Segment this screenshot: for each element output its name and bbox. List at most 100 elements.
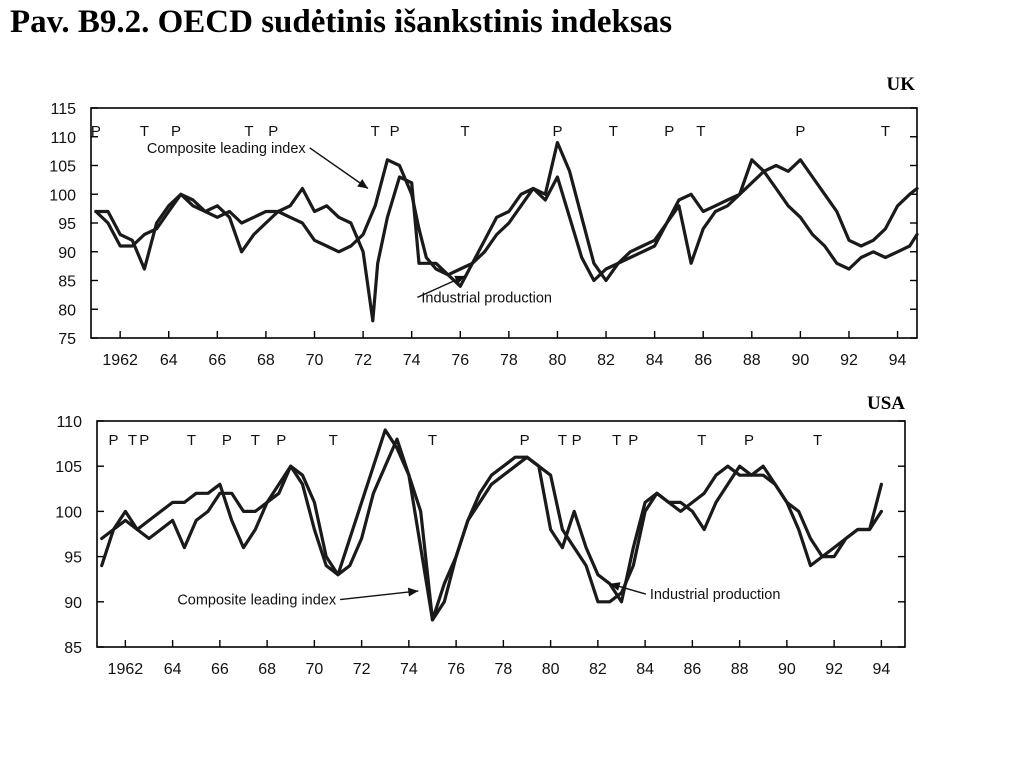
trough-marker: T [881,123,890,140]
peak-marker: P [795,123,805,140]
trough-marker: T [428,432,437,449]
panel-label-usa: USA [867,393,905,414]
x-tick-label: 84 [646,352,664,369]
trough-marker: T [371,123,380,140]
uk-chart-panel: UK 75 80 85 90 95 100 105 110 115 1962 64 66 68 70 72 74… [49,74,919,369]
annotation-arrowhead [454,275,466,285]
x-tick-label: 1962 [102,352,138,369]
x-tick-label: 88 [743,352,761,369]
y-tick-label: 100 [49,187,76,204]
x-tick-label: 64 [164,661,182,678]
series-line-industrial-production [100,437,884,622]
trough-marker: T [696,123,705,140]
trough-marker: T [813,432,822,449]
x-tick-label: 92 [825,661,843,678]
panel-label-uk: UK [887,74,916,95]
trough-marker: T [609,123,618,140]
annotation-label-industrial-production: Industrial production [650,587,781,603]
trough-marker: T [612,432,621,449]
x-tick-label: 82 [589,661,607,678]
x-tick-label: 76 [447,661,465,678]
x-tick-label: 74 [400,661,418,678]
trough-marker: T [697,432,706,449]
x-tick-label: 64 [160,352,178,369]
peak-marker: P [520,432,530,449]
y-tick-label: 85 [58,274,76,291]
y-tick-label: 95 [64,550,82,567]
peak-marker: P [268,123,278,140]
x-tick-label: 1962 [108,661,144,678]
annotation-arrowhead [407,587,419,597]
x-tick-label: 90 [791,352,809,369]
x-tick-label: 94 [889,352,907,369]
y-tick-label: 110 [50,130,76,147]
peak-marker: P [91,123,101,140]
peak-marker: P [552,123,562,140]
annotation-arrow-line [309,147,369,190]
x-tick-label: 78 [500,352,518,369]
trough-marker: T [128,432,137,449]
y-tick-label: 75 [58,331,76,348]
y-tick-label: 105 [55,459,82,476]
x-tick-label: 90 [778,661,796,678]
series-line-industrial-production [94,158,919,323]
plot-frame [96,420,906,648]
y-tick-label: 95 [58,216,76,233]
trough-marker: T [251,432,260,449]
x-tick-label: 78 [494,661,512,678]
annotation-label-composite-leading-index: Composite leading index [147,141,307,157]
x-tick-label: 70 [305,661,323,678]
peak-marker: P [171,123,181,140]
annotation-arrow-line [340,590,419,601]
peak-marker: P [664,123,674,140]
y-tick-label: 90 [64,595,82,612]
x-tick-label: 72 [353,661,371,678]
series-line-composite-leading-index [94,140,919,283]
annotation-arrowhead [609,582,621,591]
peak-marker: P [744,432,754,449]
x-tick-label: 84 [636,661,654,678]
x-tick-label: 76 [451,352,469,369]
x-tick-label: 70 [306,352,324,369]
peak-marker: P [139,432,149,449]
y-tick-label: 105 [49,159,76,176]
annotation-label-composite-leading-index: Composite leading index [177,593,337,609]
x-tick-label: 86 [683,661,701,678]
y-tick-label: 115 [50,101,76,118]
x-tick-label: 92 [840,352,858,369]
x-tick-label: 74 [403,352,421,369]
x-tick-label: 68 [258,661,276,678]
peak-marker: P [109,432,119,449]
y-tick-label: 85 [64,640,82,657]
x-tick-label: 72 [354,352,372,369]
peak-marker: P [628,432,638,449]
annotation-label-industrial-production: Industrial production [421,290,552,306]
usa-chart-panel: USA 85 90 95 100 105 110 1962 64 66 68 70 72 74 76 78 80… [55,393,906,678]
x-tick-label: 80 [549,352,567,369]
y-tick-label: 80 [58,302,76,319]
trough-marker: T [461,123,470,140]
peak-marker: P [276,432,286,449]
x-tick-label: 80 [542,661,560,678]
y-tick-label: 100 [55,504,82,521]
y-tick-label: 90 [58,245,76,262]
slide-title: Pav. B9.2. OECD sudėtinis išankstinis in… [10,4,673,40]
x-tick-label: 82 [597,352,615,369]
annotation-arrowhead [357,179,368,189]
peak-marker: P [390,123,400,140]
trough-marker: T [329,432,338,449]
y-tick-label: 110 [56,414,82,431]
x-tick-label: 86 [694,352,712,369]
x-tick-label: 88 [731,661,749,678]
peak-marker: P [572,432,582,449]
trough-marker: T [187,432,196,449]
x-tick-label: 66 [208,352,226,369]
trough-marker: T [140,123,149,140]
peak-marker: P [222,432,232,449]
x-tick-label: 66 [211,661,229,678]
x-tick-label: 94 [872,661,890,678]
x-tick-label: 68 [257,352,275,369]
trough-marker: T [244,123,253,140]
trough-marker: T [558,432,567,449]
